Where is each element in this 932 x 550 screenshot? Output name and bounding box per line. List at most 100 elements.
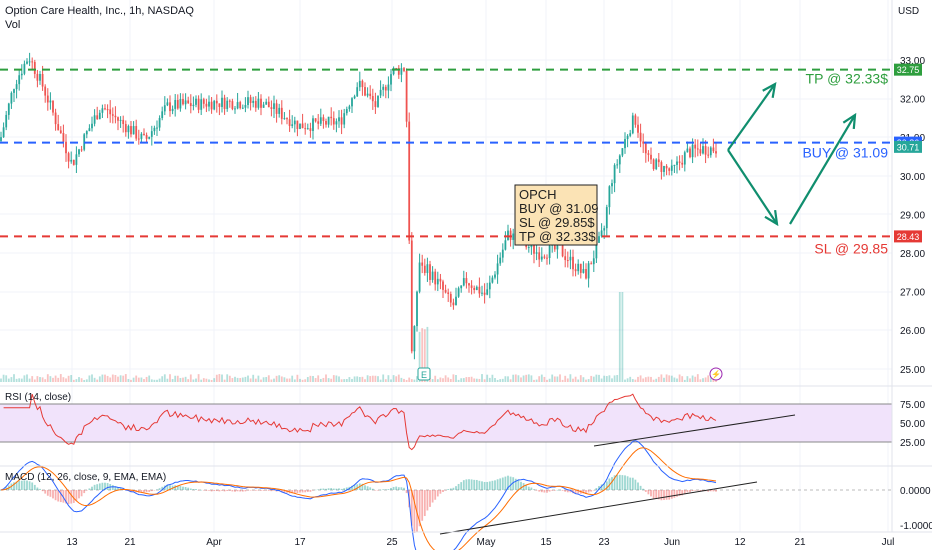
volume-bar (392, 375, 395, 382)
volume-bar (332, 375, 335, 382)
macd-hist-bar (465, 479, 468, 490)
macd-hist-bar (647, 490, 650, 495)
volume-bar (665, 374, 668, 382)
macd-hist-bar (49, 490, 52, 497)
volume-bar (111, 374, 114, 382)
macd-hist-bar (176, 486, 179, 490)
volume-bar (483, 379, 486, 382)
macd-hist-bar (65, 490, 67, 504)
macd-hist-bar (436, 490, 439, 497)
candle-body (423, 265, 426, 273)
candle-body (143, 133, 145, 135)
volume-bar (657, 376, 660, 382)
macd-hist-bar (686, 490, 689, 493)
macd-hist-bar (143, 490, 145, 493)
time-axis[interactable]: 13 21 Apr 17 25 May 15 23 Jun 12 21 Jul (66, 537, 894, 548)
candle-body (668, 168, 671, 171)
price-tick-label: 29.00 (900, 210, 925, 221)
candle-body (481, 292, 483, 294)
price-axis[interactable]: 33.0032.0031.0030.0029.0028.0027.0026.00… (900, 56, 925, 376)
volume-bar (161, 376, 164, 382)
rsi-axis[interactable]: 75.00 50.00 25.00 (900, 400, 925, 449)
candle-body (57, 124, 60, 131)
macd-hist-bar (455, 486, 457, 490)
volume-bar (397, 374, 400, 382)
candle-body (348, 106, 351, 110)
candle-body (192, 104, 195, 107)
volume-bar (512, 374, 515, 382)
volume-bar (465, 377, 468, 382)
macd-trendline[interactable] (439, 481, 758, 535)
volume-bar (267, 375, 270, 382)
candle-body (590, 263, 593, 265)
volume-bar (26, 374, 28, 382)
candle-body (345, 109, 348, 114)
volume-bar (447, 377, 450, 382)
volume-bar (668, 375, 671, 382)
macd-hist-bar (660, 490, 663, 501)
candle-body (694, 144, 697, 149)
macd-tick-label: -1.0000 (900, 521, 932, 532)
time-tick-label: Apr (206, 537, 222, 548)
macd-hist-bar (156, 489, 158, 490)
volume-bar (265, 377, 268, 382)
candle-body (595, 242, 598, 259)
volume-bar (439, 377, 442, 382)
price-tick-label: 30.00 (900, 172, 925, 183)
macd-hist-bar (449, 488, 452, 490)
rsi-title: RSI (14, close) (5, 392, 71, 403)
volume-bar (176, 375, 179, 382)
volume-bar (49, 376, 52, 382)
macd-axis[interactable]: 0.0000 -1.0000 (900, 486, 932, 532)
macd-hist-bar (270, 490, 273, 492)
rsi-trendline[interactable] (593, 414, 796, 447)
volume-bar (356, 376, 359, 382)
trade-note[interactable]: OPCH BUY @ 31.09 SL @ 29.85$ TP @ 32.33$ (514, 184, 598, 246)
volume-bar (530, 375, 533, 382)
volume-bar (96, 379, 99, 382)
macd-hist-bar (621, 475, 624, 490)
candle-body (353, 96, 356, 99)
volume-bar (288, 378, 291, 382)
macd-hist-bar (13, 482, 15, 490)
candle-body (452, 302, 455, 306)
volume-bar (405, 379, 408, 382)
volume-bar (286, 378, 288, 382)
candle-body (257, 98, 260, 108)
candle-body (410, 240, 413, 352)
volume-bar (343, 379, 346, 382)
earnings-marker[interactable]: E (417, 367, 431, 381)
volume-bar (158, 378, 161, 382)
macd-hist-bar (44, 490, 47, 494)
candle-body (377, 95, 379, 107)
volume-bar (548, 378, 551, 382)
macd-hist-bar (624, 475, 626, 490)
macd-hist-bar (291, 490, 294, 494)
volume-bar (299, 378, 301, 382)
macd-hist-bar (676, 490, 678, 497)
candle-body (135, 126, 138, 139)
candle-body (678, 161, 681, 163)
candle-body (301, 123, 304, 129)
candle-body (210, 101, 213, 110)
candle-body (704, 146, 707, 155)
macd-hist-bar (169, 485, 171, 490)
candle-body (31, 61, 34, 63)
macd-hist-bar (582, 490, 585, 494)
macd-hist-bar (712, 490, 715, 492)
candle-body (26, 61, 28, 64)
candle-body (299, 123, 301, 129)
volume-bar (41, 377, 44, 382)
candle-body (39, 74, 41, 81)
macd-hist-bar (410, 490, 413, 526)
candle-body (200, 99, 203, 110)
macd-hist-bar (366, 486, 369, 490)
macd-hist-bar (434, 490, 437, 500)
volume-bar (618, 292, 621, 382)
candle-body (101, 108, 104, 113)
candle-body (569, 256, 572, 261)
volume-bar (127, 378, 130, 382)
dividend-marker[interactable]: ⚡ (709, 367, 723, 381)
